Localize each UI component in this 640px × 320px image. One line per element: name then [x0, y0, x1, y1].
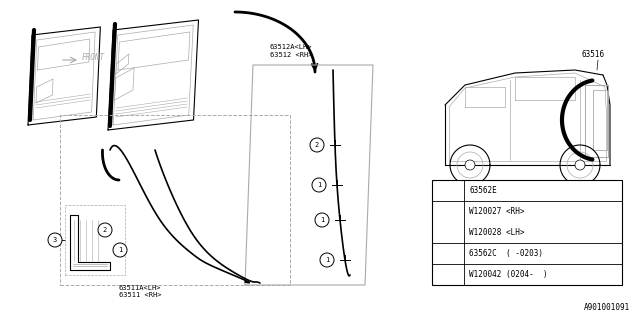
Circle shape [575, 160, 585, 170]
Circle shape [441, 246, 455, 260]
Circle shape [310, 138, 324, 152]
Text: 1: 1 [445, 186, 451, 195]
Circle shape [465, 160, 475, 170]
Text: 1: 1 [118, 247, 122, 253]
Text: 63516: 63516 [581, 50, 605, 59]
Circle shape [98, 223, 112, 237]
Circle shape [441, 204, 455, 219]
Text: 3: 3 [53, 237, 57, 243]
Text: 63511 <RH>: 63511 <RH> [119, 292, 161, 298]
Text: 1: 1 [317, 182, 321, 188]
Text: 2: 2 [445, 207, 451, 216]
Text: 63562C  ( -0203): 63562C ( -0203) [469, 249, 543, 258]
Text: 2: 2 [103, 227, 107, 233]
Text: 1: 1 [325, 257, 329, 263]
Text: 63511A<LH>: 63511A<LH> [119, 285, 161, 291]
Circle shape [312, 178, 326, 192]
Text: 1: 1 [320, 217, 324, 223]
Text: 63512A<LH>: 63512A<LH> [270, 44, 312, 50]
Bar [432, 180, 622, 285]
Text: 63512 <RH>: 63512 <RH> [270, 52, 312, 58]
Circle shape [48, 233, 62, 247]
Text: W120042 (0204-  ): W120042 (0204- ) [469, 270, 548, 279]
Circle shape [320, 253, 334, 267]
Text: 3: 3 [445, 249, 451, 258]
Text: FRONT: FRONT [82, 53, 105, 62]
Text: 63562E: 63562E [469, 186, 497, 195]
Text: W120028 <LH>: W120028 <LH> [469, 228, 525, 237]
Text: 2: 2 [315, 142, 319, 148]
Text: A901001091: A901001091 [584, 303, 630, 312]
Circle shape [441, 183, 455, 197]
Circle shape [113, 243, 127, 257]
Circle shape [315, 213, 329, 227]
Text: W120027 <RH>: W120027 <RH> [469, 207, 525, 216]
